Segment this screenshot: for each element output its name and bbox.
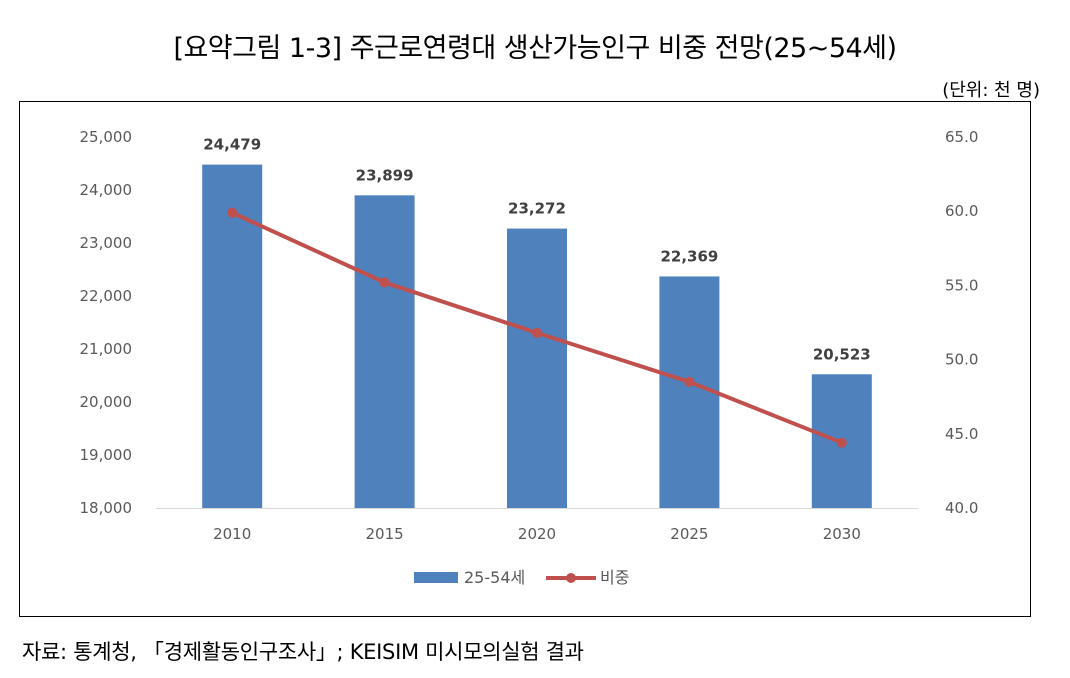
bar-data-label: 22,369 [660,247,718,265]
legend-swatch-bar [414,572,458,583]
line-point [684,376,695,387]
y-right-tick-label: 55.0 [945,276,978,294]
y-left-tick-label: 19,000 [80,446,133,464]
y-left-tick-label: 20,000 [80,393,133,411]
x-tick-label: 2025 [670,525,708,543]
y-right-tick-label: 60.0 [945,202,978,220]
y-right-tick-label: 65.0 [945,128,978,146]
source-note: 자료: 통계청, 「경제활동인구조사」; KEISIM 미시모의실험 결과 [22,640,584,664]
chart-title: [요약그림 1-3] 주근로연령대 생산가능인구 비중 전망(25~54세) [173,33,897,64]
y-left-tick-label: 24,000 [80,181,133,199]
bar [507,228,567,509]
chart-frame [19,101,1031,617]
bar-data-label: 24,479 [203,136,261,154]
y-left-tick-label: 23,000 [80,234,133,252]
x-tick-label: 2015 [366,525,404,543]
y-left-tick-label: 25,000 [80,128,133,146]
unit-label: (단위: 천 명) [942,80,1040,101]
legend-label-bar: 25-54세 [464,568,525,587]
x-tick-label: 2030 [823,525,861,543]
y-right-tick-label: 40.0 [945,499,978,517]
x-tick-label: 2020 [518,525,556,543]
legend-label-line: 비중 [600,568,629,587]
bar-data-label: 23,899 [356,166,414,184]
y-left-tick-label: 18,000 [80,499,133,517]
bar-data-label: 23,272 [508,200,566,218]
y-left-tick-label: 22,000 [80,287,133,305]
line-point [379,277,390,288]
line-point [227,207,238,218]
bar [659,276,720,508]
bar [354,195,415,508]
line-point [836,437,847,448]
y-left-tick-label: 21,000 [80,340,133,358]
line-point [532,327,542,338]
x-tick-label: 2010 [213,525,251,543]
bar-data-label: 20,523 [813,345,871,363]
y-right-tick-label: 50.0 [945,351,978,369]
legend-swatch-marker [566,573,576,583]
y-right-tick-label: 45.0 [945,425,978,443]
